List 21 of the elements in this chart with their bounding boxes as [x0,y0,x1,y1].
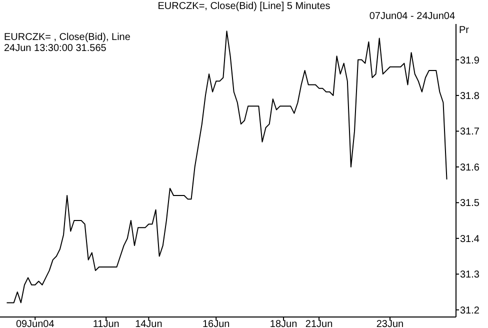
x-tick-label: 21Jun [305,319,333,328]
x-tick-label: 11Jun [92,319,120,328]
x-tick-label: 09Jun04 [16,319,55,328]
annotation: EURCZK= , Close(Bid), Line [4,32,130,43]
x-tick-label: 14Jun [135,319,162,328]
y-tick-label: 31.5 [460,198,480,210]
chart-subtitle: 07Jun04 - 24Jun04 [369,11,455,22]
y-axis-title: Pr [459,25,469,36]
x-tick-label: 23Jun [376,319,404,328]
x-tick-label: 18Jun [270,319,298,328]
y-tick-label: 31.2 [460,305,480,316]
y-tick-label: 31.6 [460,162,480,174]
line-series [6,30,448,304]
y-tick-label: 31.7 [460,126,480,138]
y-tick-label: 31.4 [460,234,480,245]
y-tick-label: 31.8 [460,91,480,102]
y-tick-label: 31.3 [460,270,480,281]
x-tick-label: 16Jun [202,319,230,328]
annotation: 24Jun 13:30:00 31.565 [4,43,106,54]
y-tick-label: 31.9 [460,55,480,66]
chart-title: EURCZK=, Close(Bid) [Line] 5 Minutes [156,1,332,12]
